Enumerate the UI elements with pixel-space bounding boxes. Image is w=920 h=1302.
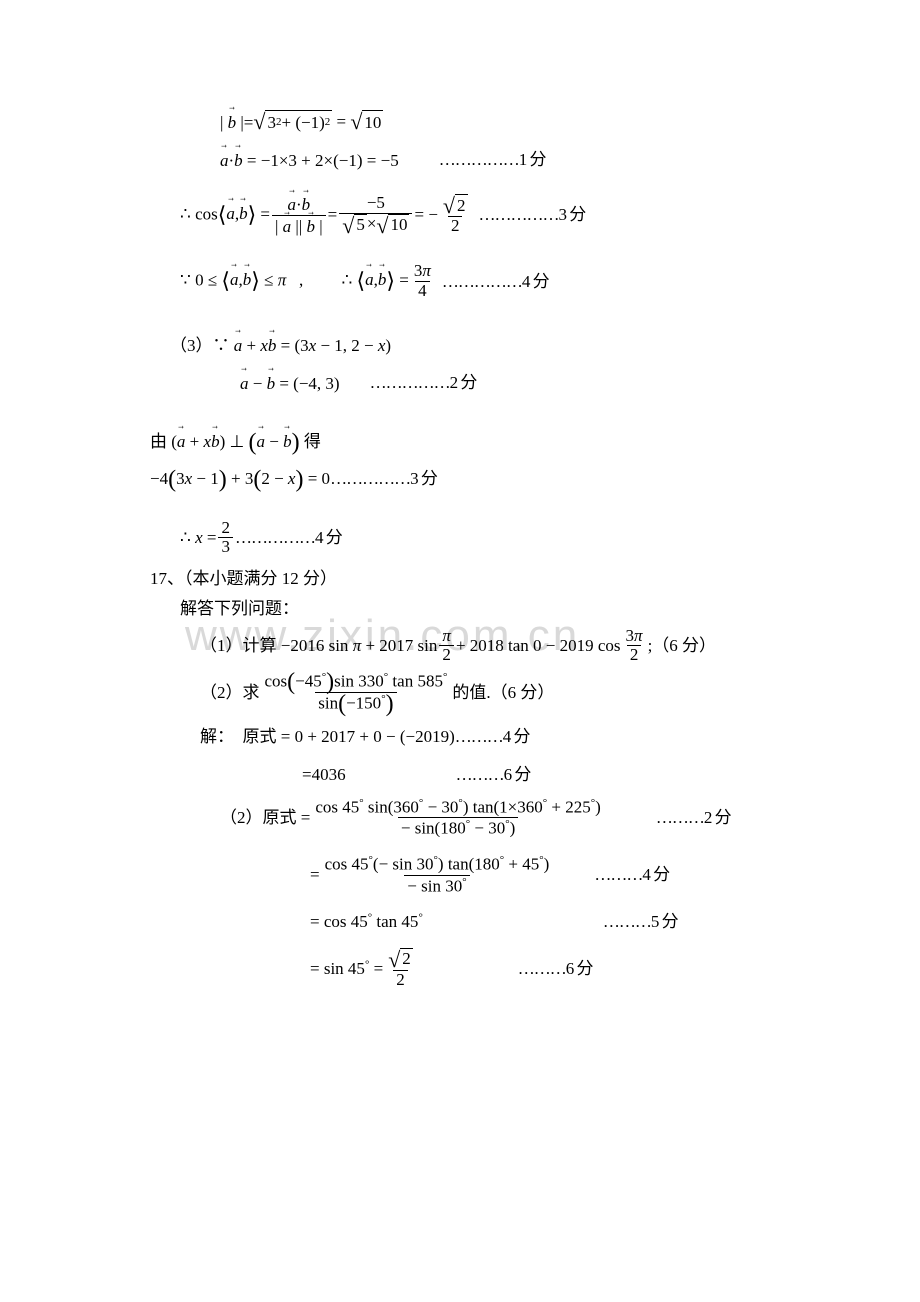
content-area: | b |= √32 + (−1)2 = √10 a·b = −1×3 + 2×… [150,106,770,990]
sol-line2: =4036 ………6 分 [150,759,770,791]
perp-condition: 由 (a + xb) ⊥ (a − b) 得 [150,425,770,457]
part3-line2: a − b = (−4, 3) ……………2 分 [150,367,770,399]
p3-line: = cos 45°(− sin 30°) tan(180° + 45°) − s… [150,854,770,896]
x-result: ∴ x = 23 ……………4 分 [150,519,770,557]
score-2: ……………2 分 [370,371,477,395]
score-p6: ………6 分 [518,957,593,981]
sol-4036: =4036 [302,763,346,787]
score-p4: ………4 分 [594,863,669,887]
q17-subtitle: 解答下列问题： [150,597,770,621]
eq-angle-value: ∵ 0 ≤ ⟨a,b⟩ ≤ π , ∴ ⟨a,b⟩ = 3π 4 ……………4 … [150,262,770,300]
q17-2-tail: 的值.（6 分） [452,681,554,705]
score-4b: ……………4 分 [235,526,342,550]
eq-a-dot-b: a·b = −1×3 + 2×(−1) = −5 ……………1 分 [150,144,770,176]
score-4a: ……………4 分 [442,270,549,294]
p2-line: （2）原式 = cos 45° sin(360° − 30°) tan(1×36… [150,797,770,839]
p4-line: = cos 45° tan 45° ………5 分 [150,906,770,938]
score-1: ……………1 分 [439,148,546,172]
q17-part2: （2）求 cos(−45°)sin 330° tan 585° sin(−150… [150,671,770,715]
score-3a: ……………3 分 [479,203,586,227]
q17-title: 17、（本小题满分 12 分） [150,567,770,591]
score-s6: ………6 分 [456,763,531,787]
score-p5: ………5 分 [603,910,678,934]
document-page: www.zixin.com.cn | b |= √32 + (−1)2 = √1… [0,0,920,1302]
perp-expand: −4(3x − 1) + 3(2 − x) = 0 ……………3 分 [150,463,770,495]
score-s4: ………4 分 [455,725,530,749]
eq-b-magnitude: | b |= √32 + (−1)2 = √10 [150,106,770,138]
sol-line1: 解： 原式 = 0 + 2017 + 0 − (−2019) ………4 分 [150,721,770,753]
q17-1-tail: ;（6 分） [648,634,716,658]
q17-part1: （1）计算 −2016 sin π + 2017 sin π2 + 2018 t… [150,627,770,665]
eq-cos-angle: ∴ cos⟨a,b⟩ = a·b | a || b | = −5 √5×√10 … [150,194,770,236]
score-p2: ………2 分 [656,806,731,830]
part3-line1: （3）∵ a + xb = (3x − 1, 2 − x) [150,329,770,361]
p5-line: = sin 45° = √2 2 ………6 分 [150,948,770,990]
score-3b: ……………3 分 [330,467,437,491]
